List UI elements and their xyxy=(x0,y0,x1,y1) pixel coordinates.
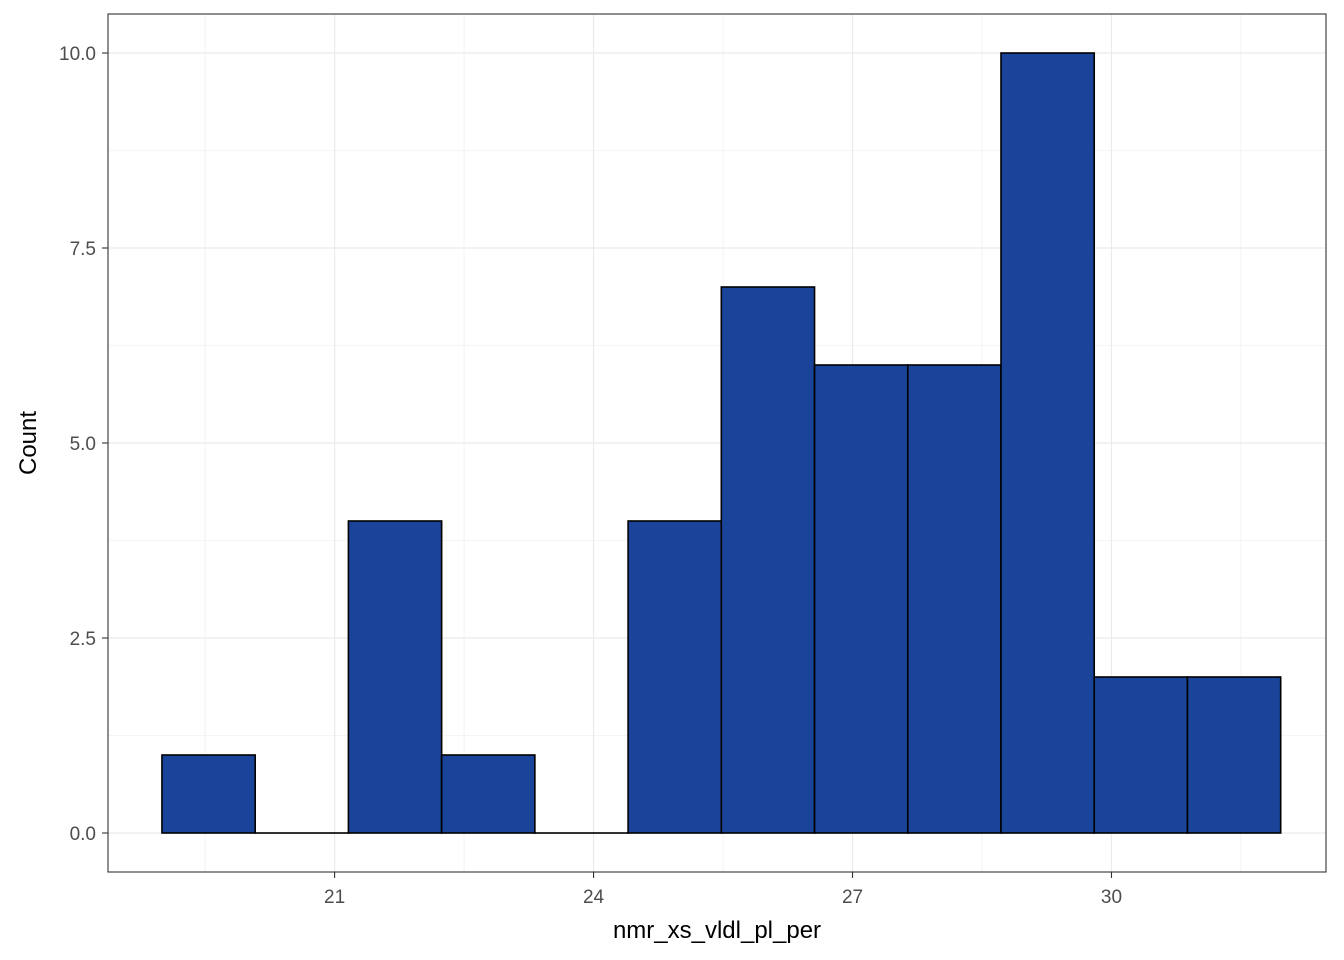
histogram-bar xyxy=(1186,676,1282,834)
x-axis: 21 24 27 30 xyxy=(324,872,1122,908)
histogram-bar xyxy=(440,754,536,834)
histogram-bar xyxy=(347,520,443,834)
histogram-bar xyxy=(161,754,256,834)
x-tick-label: 27 xyxy=(842,887,863,908)
x-tick-label: 24 xyxy=(583,887,605,908)
y-tick-label: 10.0 xyxy=(59,44,96,65)
y-tick-label: 5.0 xyxy=(70,434,96,455)
y-axis-title: Count xyxy=(15,411,42,475)
x-tick-label: 30 xyxy=(1101,887,1122,908)
x-tick-label: 21 xyxy=(324,887,345,908)
y-axis: 0.0 2.5 5.0 7.5 10.0 xyxy=(59,44,108,845)
bars xyxy=(161,52,1282,834)
y-tick-label: 2.5 xyxy=(70,629,96,650)
y-tick-label: 7.5 xyxy=(70,239,96,260)
histogram-bar xyxy=(813,364,909,834)
histogram-bar xyxy=(1093,676,1189,834)
histogram-bar xyxy=(720,286,816,834)
histogram-bar xyxy=(627,520,723,834)
x-axis-title: nmr_xs_vldl_pl_per xyxy=(613,917,821,944)
y-tick-label: 0.0 xyxy=(70,824,96,845)
histogram-bar xyxy=(906,364,1002,834)
histogram-bar xyxy=(1000,52,1096,834)
